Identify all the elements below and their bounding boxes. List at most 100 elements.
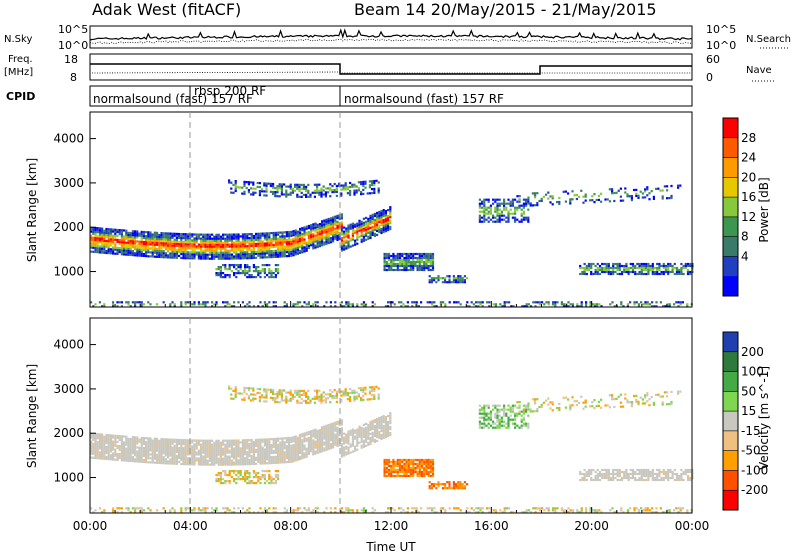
velocity-cell <box>164 450 167 453</box>
power-cell <box>290 252 293 255</box>
velocity-cell <box>213 453 216 456</box>
velocity-cell <box>217 453 220 456</box>
power-cell <box>105 239 108 243</box>
velocity-cell <box>296 391 299 394</box>
power-cell <box>358 229 361 232</box>
velocity-cell <box>173 462 176 465</box>
velocity-cell <box>362 431 365 434</box>
power-cell <box>492 202 495 205</box>
velocity-cell <box>109 454 112 457</box>
power-cell <box>299 235 302 239</box>
power-cell <box>120 229 123 232</box>
velocity-cell <box>140 454 143 457</box>
power-cell <box>228 303 231 306</box>
power-cell <box>389 212 392 215</box>
power-cell <box>349 245 352 248</box>
velocity-cell <box>334 435 337 438</box>
velocity-cell <box>288 446 291 450</box>
power-cell <box>131 238 134 241</box>
velocity-cell <box>158 451 161 455</box>
power-cell <box>373 181 376 184</box>
velocity-cell <box>310 446 313 449</box>
velocity-cell <box>171 450 174 453</box>
power-cell <box>258 186 261 189</box>
power-cell <box>576 303 579 306</box>
power-cell <box>398 258 402 262</box>
power-cell <box>365 230 368 233</box>
velocity-cell <box>423 466 426 470</box>
power-cell <box>343 232 346 235</box>
power-cell <box>658 264 661 268</box>
power-cell <box>324 195 327 198</box>
power-cell <box>316 183 319 186</box>
power-cell <box>500 210 503 213</box>
power-cell <box>325 224 328 227</box>
velocity-cell <box>429 462 432 466</box>
power-cell <box>507 216 510 219</box>
velocity-cell <box>305 439 308 442</box>
power-cell <box>689 262 692 266</box>
velocity-cell <box>398 464 402 468</box>
velocity-cell <box>398 462 402 466</box>
power-cell <box>387 258 391 262</box>
power-cell <box>373 189 376 192</box>
power-cell <box>316 237 319 240</box>
velocity-cell <box>112 434 115 437</box>
velocity-cell <box>158 459 161 462</box>
power-cell <box>114 252 117 255</box>
power-cell <box>508 301 511 304</box>
velocity-cell <box>184 459 187 462</box>
velocity-cell <box>200 457 203 460</box>
velocity-cell <box>257 460 260 463</box>
velocity-cell <box>360 399 363 402</box>
velocity-cell <box>418 466 421 470</box>
power-cell <box>503 208 506 211</box>
velocity-cell <box>387 464 391 468</box>
power-cell <box>431 268 435 272</box>
velocity-cell <box>288 456 291 460</box>
power-cell <box>601 270 604 274</box>
power-cell <box>247 191 250 194</box>
velocity-cell <box>301 441 304 444</box>
velocity-cell <box>265 390 268 393</box>
power-cell <box>98 251 101 254</box>
power-cell <box>101 245 104 248</box>
velocity-cell <box>347 436 350 439</box>
power-cell <box>164 238 167 241</box>
velocity-cell <box>294 455 297 458</box>
velocity-cell <box>314 450 317 453</box>
power-cell <box>666 185 669 188</box>
velocity-cell <box>327 427 330 431</box>
power-cell <box>596 266 599 270</box>
power-cell <box>392 260 395 264</box>
power-cell <box>396 258 399 262</box>
velocity-cell <box>329 395 332 398</box>
power-cell <box>371 184 374 187</box>
power-cell <box>396 252 399 256</box>
velocity-cell <box>390 466 393 470</box>
power-cell <box>634 270 637 274</box>
power-cell <box>312 225 315 228</box>
velocity-cell <box>378 420 381 424</box>
velocity-cell <box>281 451 284 454</box>
freq-label: Freq. <box>8 54 33 65</box>
velocity-cell <box>211 449 214 452</box>
velocity-cell <box>252 456 255 459</box>
power-cell <box>387 219 390 222</box>
velocity-cell <box>180 458 183 462</box>
power-cell <box>414 260 417 264</box>
power-cell <box>373 191 376 194</box>
power-cell <box>382 221 385 224</box>
velocity-cell <box>398 460 402 464</box>
power-cell <box>542 195 545 198</box>
velocity-cell <box>173 452 176 455</box>
power-cell <box>327 233 330 237</box>
power-cell <box>156 237 159 240</box>
power-cell <box>514 208 517 211</box>
velocity-cell <box>158 443 161 447</box>
power-cell <box>288 244 291 248</box>
velocity-cell <box>265 388 268 391</box>
power-cell <box>123 239 126 242</box>
power-cell <box>241 241 244 244</box>
velocity-cell <box>318 433 321 436</box>
